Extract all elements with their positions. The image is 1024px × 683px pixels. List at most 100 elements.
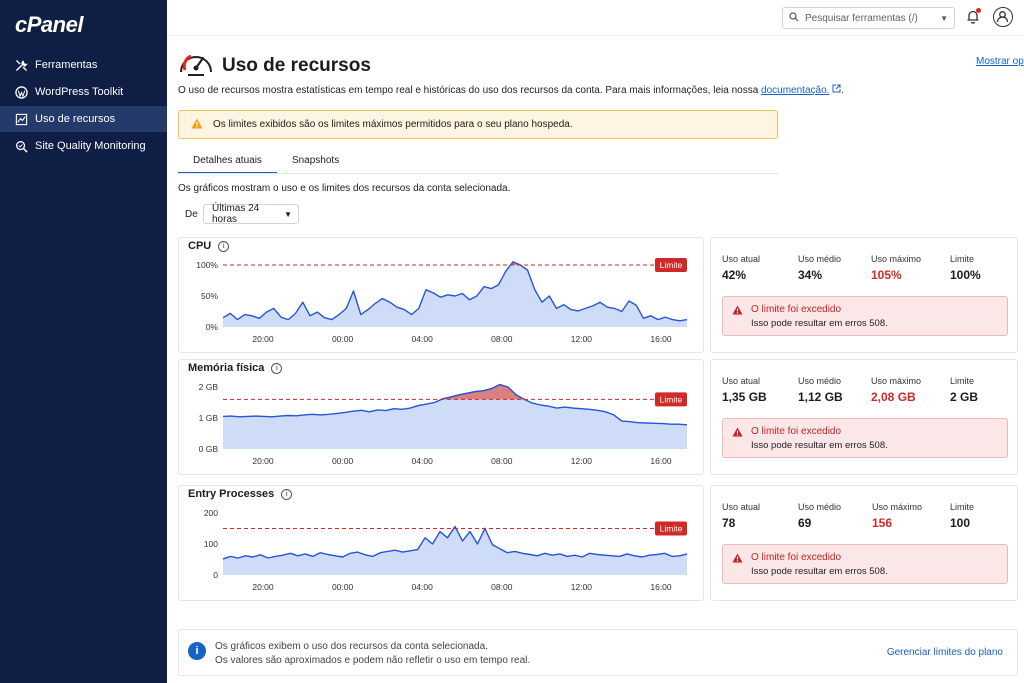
y-tick-label: 100: [204, 539, 218, 549]
stat-label: Uso máximo: [871, 376, 922, 386]
x-tick-label: 20:00: [252, 582, 274, 592]
time-range-value: Últimas 24 horas: [212, 203, 260, 225]
chart-title: CPU i: [188, 240, 230, 252]
x-tick-label: 16:00: [650, 582, 672, 592]
stat-label: Uso atual: [722, 254, 761, 264]
time-range-select[interactable]: Últimas 24 horas ▼: [203, 203, 299, 225]
search-input[interactable]: Pesquisar ferramentas (/) ▼: [782, 7, 955, 29]
quality-search-icon: [14, 139, 28, 153]
stat-label: Uso atual: [722, 502, 761, 512]
chevron-down-icon: ▼: [284, 209, 292, 219]
sidebar-item-uso-de-recursos[interactable]: Uso de recursos: [0, 106, 167, 132]
sidebar-item-ferramentas[interactable]: Ferramentas: [0, 52, 167, 78]
y-tick-label: 0: [213, 570, 218, 580]
entry-processes-stats-card: Uso atual 78 Uso médio 69 Uso máximo 156 Li…: [710, 485, 1018, 601]
x-tick-label: 08:00: [491, 582, 513, 592]
user-icon: [996, 11, 1009, 23]
chart-title: Memória física i: [188, 362, 283, 374]
chart-title: Entry Processes i: [188, 488, 293, 500]
user-menu-button[interactable]: [993, 7, 1013, 27]
stat-label: Uso atual: [722, 376, 761, 386]
description-end: .: [841, 85, 844, 96]
stat-label: Uso médio: [798, 376, 842, 386]
stat-current: Uso atual 42%: [722, 254, 760, 282]
wordpress-icon: [14, 85, 28, 99]
info-icon[interactable]: i: [281, 488, 293, 500]
search-placeholder: Pesquisar ferramentas (/): [805, 12, 918, 24]
warning-icon: [732, 427, 743, 437]
x-tick-label: 04:00: [412, 582, 434, 592]
top-bar: Pesquisar ferramentas (/) ▼: [167, 0, 1024, 36]
x-tick-label: 20:00: [252, 456, 274, 466]
stat-label: Limite: [950, 502, 975, 512]
sidebar-item-label: Ferramentas: [35, 59, 98, 71]
documentation-link[interactable]: documentação.: [761, 85, 830, 96]
y-tick-label: 1 GB: [199, 413, 219, 423]
memory-chart: 2 GB 1 GB 0 GB 20:00 00:00 04:00 08:00 12:00 16:…: [199, 382, 688, 466]
stat-maximum: Uso máximo 2,08 GB: [871, 376, 921, 404]
stat-value: 156: [872, 516, 893, 530]
charts-subtitle: Os gráficos mostram o uso e os limites d…: [178, 183, 511, 194]
memory-stats-card: Uso atual 1,35 GB Uso médio 1,12 GB Uso má…: [710, 359, 1018, 475]
y-tick-label: 0 GB: [199, 444, 219, 454]
info-icon[interactable]: i: [271, 362, 283, 374]
show-more-link[interactable]: Mostrar op: [976, 56, 1024, 67]
memory-chart-card: Memória física i 2 GB 1 GB 0 GB 20:00 00:00 0…: [178, 359, 704, 475]
x-tick-label: 12:00: [571, 456, 593, 466]
stat-value: 105%: [871, 268, 902, 282]
alert-title: O limite foi excedido: [751, 304, 842, 315]
limit-exceeded-alert: O limite foi excedido Isso pode resultar…: [722, 418, 1008, 458]
x-tick-label: 00:00: [332, 334, 354, 344]
limit-label: Limite: [660, 394, 683, 404]
warning-icon: [732, 553, 743, 563]
stat-maximum: Uso máximo 156: [872, 502, 922, 530]
stat-value: 1,35 GB: [722, 390, 767, 404]
resource-usage-icon: [14, 112, 28, 126]
manage-plan-limits-link[interactable]: Gerenciar limites do plano: [886, 647, 1003, 658]
stat-limit: Limite 100: [950, 502, 974, 530]
y-tick-label: 200: [204, 508, 218, 518]
warning-icon: [732, 305, 743, 315]
stat-value: 34%: [798, 268, 823, 282]
x-tick-label: 08:00: [491, 334, 513, 344]
stat-label: Limite: [950, 254, 975, 264]
cpu-chart-card: CPU i 100% 50% 0% 20:00 00:00 04:00 08:00 12:00…: [178, 237, 704, 353]
stat-current: Uso atual 78: [722, 502, 760, 530]
stat-average: Uso médio 34%: [798, 254, 841, 282]
x-tick-label: 04:00: [412, 456, 434, 466]
info-footer: i Os gráficos exibem o uso dos recursos …: [178, 629, 1018, 676]
bell-icon: [967, 10, 979, 24]
stat-label: Uso médio: [798, 254, 842, 264]
page-description: O uso de recursos mostra estatísticas em…: [178, 84, 844, 96]
entry-processes-chart-card: Entry Processes i 200 100 0 20:00 00:00 04:00…: [178, 485, 704, 601]
tabs: Detalhes atuais Snapshots: [178, 150, 354, 174]
warning-text: Os limites exibidos são os limites máxim…: [213, 119, 573, 130]
tab-detalhes-atuais[interactable]: Detalhes atuais: [178, 150, 277, 174]
sidebar: cPanel Ferramentas WordPress Toolkit Uso…: [0, 0, 167, 683]
alert-title: O limite foi excedido: [751, 426, 842, 437]
x-tick-label: 00:00: [332, 582, 354, 592]
range-label: De: [185, 209, 198, 220]
x-tick-label: 12:00: [571, 582, 593, 592]
stat-label: Limite: [950, 376, 975, 386]
usage-area: [223, 261, 687, 327]
chevron-down-icon: ▼: [940, 13, 948, 23]
stat-value: 100: [950, 516, 971, 530]
sidebar-item-wordpress-toolkit[interactable]: WordPress Toolkit: [0, 79, 167, 105]
alert-text: Isso pode resultar em erros 508.: [751, 440, 888, 451]
limit-badge: [655, 521, 687, 536]
tab-snapshots[interactable]: Snapshots: [291, 155, 340, 166]
sidebar-item-site-quality-monitoring[interactable]: Site Quality Monitoring: [0, 133, 167, 159]
y-tick-label: 50%: [201, 291, 218, 301]
tabs-divider: [178, 173, 778, 174]
stat-value: 2,08 GB: [871, 390, 916, 404]
x-tick-label: 16:00: [650, 456, 672, 466]
warning-icon: [191, 118, 203, 132]
description-text: O uso de recursos mostra estatísticas em…: [178, 85, 759, 96]
page-title: Uso de recursos: [222, 55, 371, 76]
limit-exceeded-alert: O limite foi excedido Isso pode resultar…: [722, 296, 1008, 336]
info-icon[interactable]: i: [218, 240, 230, 252]
x-tick-label: 12:00: [571, 334, 593, 344]
cpanel-logo[interactable]: cPanel: [15, 12, 83, 37]
notifications-button[interactable]: [966, 8, 981, 29]
